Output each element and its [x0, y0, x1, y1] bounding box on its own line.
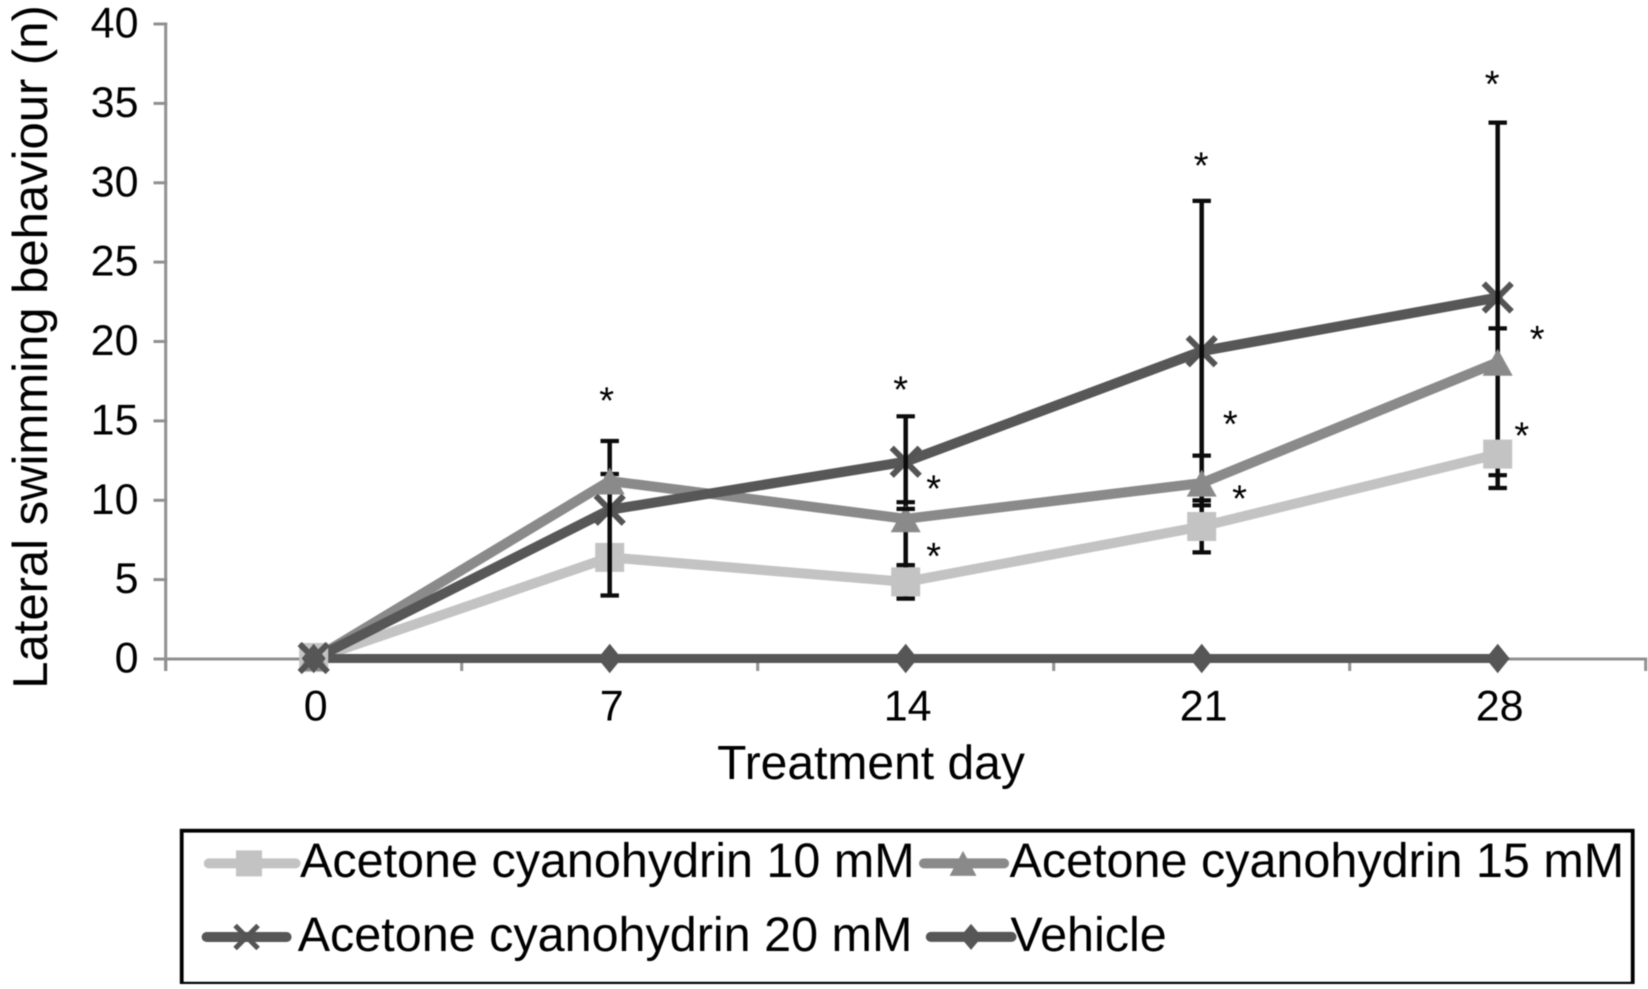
svg-text:14: 14	[884, 683, 932, 731]
svg-text:*: *	[599, 381, 614, 423]
svg-text:30: 30	[91, 158, 139, 206]
svg-text:5: 5	[115, 555, 139, 603]
svg-text:Acetone cyanohydrin 20 mM: Acetone cyanohydrin 20 mM	[298, 908, 913, 962]
svg-text:20: 20	[91, 317, 139, 365]
svg-text:15: 15	[91, 396, 139, 444]
svg-text:*: *	[1530, 319, 1545, 361]
svg-text:*: *	[893, 370, 908, 412]
svg-text:Vehicle: Vehicle	[1010, 908, 1166, 962]
svg-text:Treatment day: Treatment day	[717, 737, 1025, 790]
svg-text:25: 25	[91, 238, 139, 286]
svg-text:*: *	[1232, 478, 1247, 520]
svg-text:*: *	[926, 469, 941, 511]
svg-text:21: 21	[1180, 683, 1228, 731]
svg-text:*: *	[1223, 404, 1238, 446]
svg-text:Lateral swimming behaviour (n): Lateral swimming behaviour (n)	[4, 5, 58, 689]
svg-text:40: 40	[91, 0, 139, 48]
svg-text:Acetone cyanohydrin 10 mM: Acetone cyanohydrin 10 mM	[300, 834, 915, 888]
svg-text:35: 35	[91, 79, 139, 127]
svg-text:*: *	[1194, 146, 1209, 188]
svg-text:Acetone cyanohydrin 15 mM: Acetone cyanohydrin 15 mM	[1010, 834, 1625, 888]
svg-text:*: *	[1514, 415, 1529, 457]
svg-text:10: 10	[91, 476, 139, 524]
svg-text:0: 0	[115, 635, 139, 683]
svg-text:28: 28	[1476, 683, 1524, 731]
svg-text:7: 7	[600, 683, 624, 731]
svg-text:*: *	[1485, 64, 1500, 106]
svg-text:*: *	[926, 536, 941, 578]
svg-text:0: 0	[304, 683, 328, 731]
